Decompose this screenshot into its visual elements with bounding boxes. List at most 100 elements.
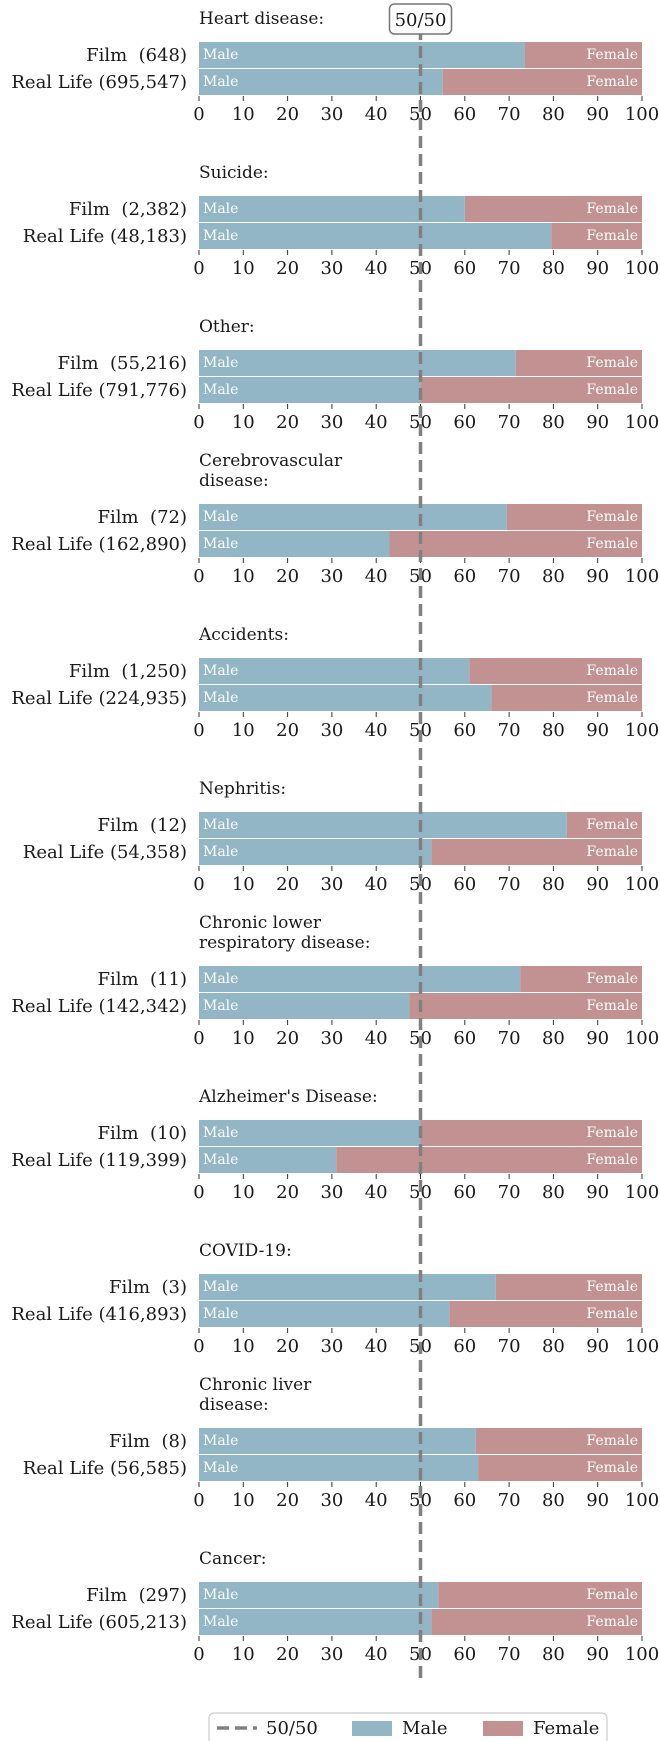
bar-male (199, 1301, 450, 1327)
x-tick-label: 0 (193, 1644, 204, 1665)
x-tick-label: 90 (586, 874, 609, 895)
bar-male (199, 196, 465, 222)
x-tick-label: 90 (586, 1336, 609, 1357)
legend-swatch-female (483, 1721, 523, 1736)
bar-male (199, 223, 552, 249)
panel-title: Nephritis: (199, 779, 286, 799)
x-tick-label: 30 (320, 258, 343, 279)
x-tick-label: 10 (232, 1336, 255, 1357)
row-label: Film (10) (98, 1123, 187, 1144)
x-tick-label: 30 (320, 1336, 343, 1357)
bar-label-male: Male (203, 74, 238, 90)
bar-label-female: Female (586, 1614, 638, 1630)
bar-label-male: Male (203, 971, 238, 987)
bar-male (199, 42, 525, 68)
x-tick-label: 70 (498, 1490, 521, 1511)
bar-male (199, 993, 410, 1019)
bar-label-female: Female (586, 998, 638, 1014)
x-tick-label: 90 (586, 1490, 609, 1511)
bar-label-male: Male (203, 1306, 238, 1322)
x-tick-label: 70 (498, 1182, 521, 1203)
x-tick-label: 60 (453, 1644, 476, 1665)
reference-label: 50/50 (395, 10, 447, 31)
bar-male (199, 377, 421, 403)
x-tick-label: 20 (276, 874, 299, 895)
x-tick-label: 90 (586, 412, 609, 433)
x-tick-label: 60 (453, 1336, 476, 1357)
bar-label-male: Male (203, 1433, 238, 1449)
row-label: Real Life (416,893) (11, 1304, 187, 1325)
bar-label-female: Female (586, 1460, 638, 1476)
panel: Accidents: Male Female Film (1,250) Male Fema… (11, 625, 659, 741)
bar-label-male: Male (203, 47, 238, 63)
bar-label-male: Male (203, 355, 238, 371)
row-label: Film (1,250) (69, 661, 187, 682)
legend-swatch-male (352, 1721, 392, 1736)
row-label: Film (297) (86, 1585, 187, 1606)
x-tick-label: 60 (453, 1182, 476, 1203)
x-tick-label: 70 (498, 104, 521, 125)
panel-title: COVID-19: (199, 1241, 292, 1261)
row-label: Real Life (695,547) (11, 72, 187, 93)
x-tick-label: 100 (625, 720, 659, 741)
bar-label-female: Female (586, 355, 638, 371)
bar-label-female: Female (586, 382, 638, 398)
bar-female (469, 658, 642, 684)
panel-title: Accidents: (198, 625, 289, 645)
legend-label-reference: 50/50 (266, 1718, 318, 1739)
x-tick-label: 70 (498, 1336, 521, 1357)
panel: Suicide: Male Female Film (2,382) Male Female… (23, 163, 659, 279)
row-label: Real Life (48,183) (23, 226, 187, 247)
x-tick-label: 60 (453, 104, 476, 125)
row-label: Real Life (142,342) (11, 996, 187, 1017)
x-tick-label: 80 (542, 720, 565, 741)
bar-label-male: Male (203, 1460, 238, 1476)
x-tick-label: 20 (276, 1644, 299, 1665)
x-tick-label: 70 (498, 412, 521, 433)
x-tick-label: 0 (193, 1490, 204, 1511)
x-tick-label: 80 (542, 874, 565, 895)
x-tick-label: 80 (542, 1182, 565, 1203)
bar-female (442, 69, 642, 95)
bar-female (515, 350, 642, 376)
x-tick-label: 60 (453, 1028, 476, 1049)
bar-label-female: Female (586, 1587, 638, 1603)
bar-label-female: Female (586, 1433, 638, 1449)
x-tick-label: 10 (232, 874, 255, 895)
x-tick-label: 10 (232, 1182, 255, 1203)
x-tick-label: 60 (453, 720, 476, 741)
bar-male (199, 685, 492, 711)
bar-male (199, 1147, 337, 1173)
bar-female (420, 377, 642, 403)
x-tick-label: 50 (409, 412, 432, 433)
x-tick-label: 40 (365, 1490, 388, 1511)
bar-male (199, 1274, 496, 1300)
bar-female (566, 812, 642, 838)
x-tick-label: 100 (625, 1182, 659, 1203)
bar-female (389, 531, 642, 557)
x-tick-label: 100 (625, 874, 659, 895)
x-tick-label: 90 (586, 1028, 609, 1049)
row-label: Real Life (56,585) (23, 1458, 187, 1479)
x-tick-label: 20 (276, 104, 299, 125)
x-tick-label: 80 (542, 1644, 565, 1665)
reference-line-group: 50/50 (388, 3, 453, 1684)
bar-female (336, 1147, 642, 1173)
bar-label-male: Male (203, 1587, 238, 1603)
x-tick-label: 100 (625, 1028, 659, 1049)
row-label: Film (3) (109, 1277, 187, 1298)
bar-female (551, 223, 642, 249)
x-tick-label: 40 (365, 874, 388, 895)
bar-male (199, 966, 521, 992)
bar-label-female: Female (586, 817, 638, 833)
bar-male (199, 1609, 432, 1635)
bar-male (199, 69, 443, 95)
bar-female (520, 966, 642, 992)
bar-male (199, 1120, 421, 1146)
x-tick-label: 80 (542, 566, 565, 587)
bar-label-male: Male (203, 228, 238, 244)
panel: Nephritis: Male Female Film (12) Male Female R… (23, 779, 659, 895)
